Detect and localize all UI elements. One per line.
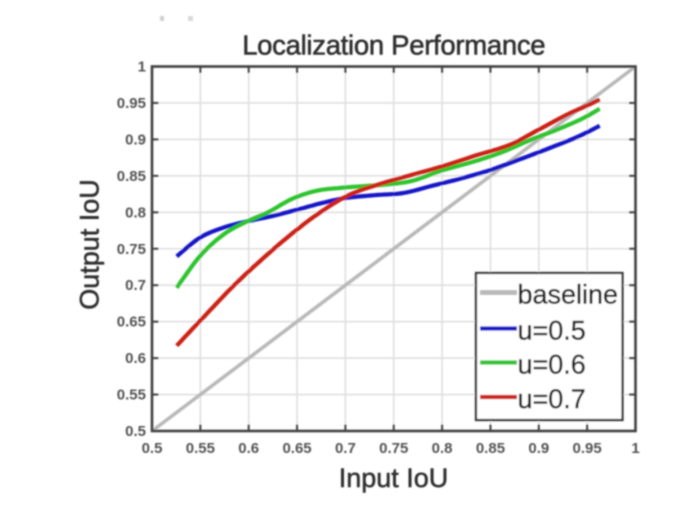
svg-text:0.95: 0.95 <box>117 95 146 112</box>
svg-text:0.65: 0.65 <box>117 314 146 331</box>
svg-text:0.7: 0.7 <box>125 277 146 294</box>
svg-text:0.7: 0.7 <box>335 440 356 457</box>
svg-text:u=0.7: u=0.7 <box>518 384 586 414</box>
svg-text:u=0.6: u=0.6 <box>518 350 586 380</box>
svg-text:0.6: 0.6 <box>125 350 146 367</box>
svg-text:baseline: baseline <box>518 280 619 310</box>
svg-text:0.9: 0.9 <box>528 440 549 457</box>
svg-text:Output IoU: Output IoU <box>75 179 105 310</box>
svg-text:0.95: 0.95 <box>573 440 602 457</box>
svg-text:0.8: 0.8 <box>125 204 146 221</box>
svg-text:0.85: 0.85 <box>117 168 146 185</box>
svg-text:0.75: 0.75 <box>117 241 146 258</box>
svg-text:1: 1 <box>138 59 146 76</box>
svg-text:0.55: 0.55 <box>186 440 215 457</box>
svg-text:0.55: 0.55 <box>117 387 146 404</box>
svg-text:0.8: 0.8 <box>432 440 453 457</box>
svg-text:0.6: 0.6 <box>238 440 259 457</box>
svg-text:Input IoU: Input IoU <box>339 463 449 493</box>
svg-text:0.5: 0.5 <box>142 440 163 457</box>
svg-text:0.9: 0.9 <box>125 131 146 148</box>
svg-text:1: 1 <box>631 440 639 457</box>
svg-text:u=0.5: u=0.5 <box>518 316 586 346</box>
svg-text:0.65: 0.65 <box>282 440 311 457</box>
svg-text:0.85: 0.85 <box>476 440 505 457</box>
svg-text:0.75: 0.75 <box>379 440 408 457</box>
svg-text:Localization Performance: Localization Performance <box>242 30 545 61</box>
svg-text:0.5: 0.5 <box>125 423 146 440</box>
